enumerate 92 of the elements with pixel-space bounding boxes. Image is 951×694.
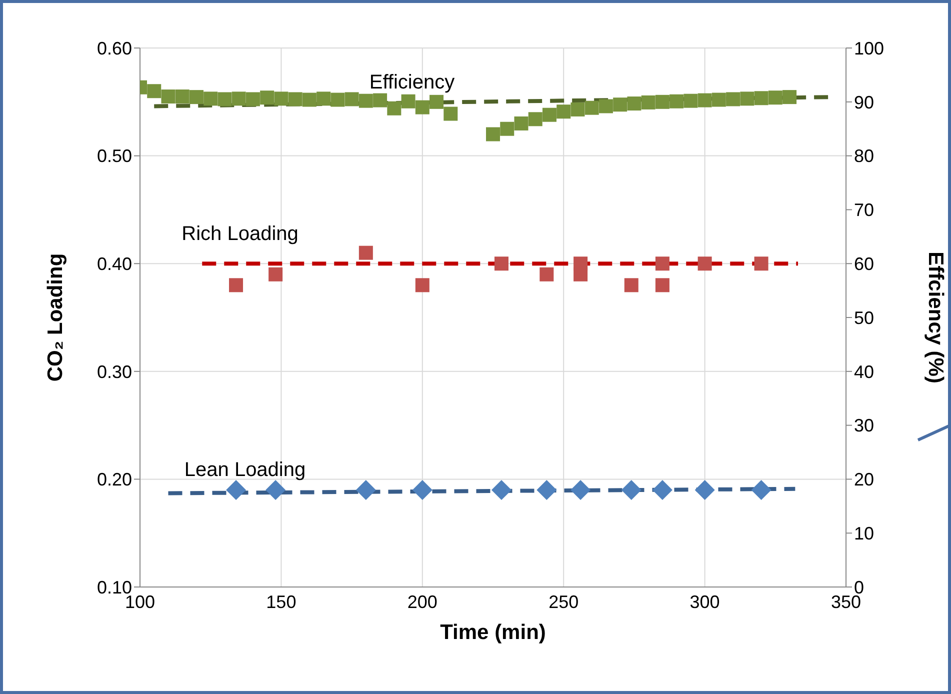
point: [288, 92, 302, 106]
point: [444, 106, 458, 121]
point: [491, 480, 512, 500]
point: [621, 480, 642, 500]
point: [768, 90, 782, 105]
y2-axis-title: Effciency (%): [924, 252, 947, 384]
x-tick-label: 250: [548, 592, 579, 612]
point: [387, 101, 402, 116]
point: [536, 480, 557, 500]
point: [652, 480, 672, 500]
x-axis-title: Time (min): [440, 621, 546, 644]
point: [500, 122, 514, 136]
point: [415, 100, 430, 114]
y-tick-label: 0.40: [96, 254, 132, 274]
y-tick-label: 0.60: [96, 38, 132, 58]
point: [712, 92, 726, 107]
point: [754, 256, 768, 271]
point: [655, 256, 670, 271]
point: [268, 267, 283, 282]
y2-tick-label: 50: [854, 308, 874, 328]
y2-tick-label: 90: [854, 92, 874, 112]
point: [574, 267, 588, 282]
point: [754, 91, 768, 106]
point: [358, 94, 373, 108]
point: [627, 96, 642, 111]
y2-tick-label: 20: [854, 470, 874, 490]
point: [226, 480, 246, 500]
point: [782, 90, 797, 104]
point: [401, 94, 416, 108]
point: [542, 108, 556, 122]
point: [684, 94, 698, 108]
y2-tick-label: 80: [854, 146, 874, 166]
point: [358, 246, 373, 260]
point: [570, 102, 585, 116]
point: [598, 99, 613, 114]
point: [260, 90, 274, 105]
point: [204, 92, 218, 106]
point: [316, 92, 331, 106]
point: [147, 84, 162, 98]
point: [494, 256, 508, 271]
point: [486, 127, 500, 142]
point: [218, 92, 232, 106]
y-tick-label: 0.30: [96, 362, 132, 382]
point: [726, 92, 740, 106]
y-tick-label: 0.50: [96, 146, 132, 166]
point: [274, 92, 288, 106]
point: [330, 92, 345, 107]
point: [694, 480, 715, 500]
y-axis-title: CO₂ Loading: [44, 253, 67, 382]
point: [412, 480, 432, 500]
x-tick-label: 150: [266, 592, 296, 612]
y2-tick-label: 40: [854, 362, 874, 382]
point: [161, 90, 176, 104]
point: [356, 480, 376, 500]
point: [655, 94, 670, 109]
x-tick-label: 300: [690, 592, 720, 612]
series-label: Lean Loading: [184, 458, 306, 481]
point: [698, 256, 712, 271]
point: [655, 278, 670, 292]
point: [528, 112, 542, 126]
point: [344, 92, 359, 106]
point: [641, 95, 656, 110]
y2-tick-label: 60: [854, 254, 874, 274]
point: [229, 278, 244, 292]
point: [540, 267, 554, 282]
series-label: Rich Loading: [182, 223, 298, 246]
point: [430, 94, 444, 109]
point: [266, 480, 286, 500]
series-label: Efficiency: [369, 71, 455, 94]
point: [624, 278, 638, 292]
point: [302, 92, 316, 107]
point: [232, 92, 246, 106]
point: [514, 116, 528, 130]
y2-tick-label: 70: [854, 200, 874, 220]
y2-tick-label: 100: [854, 38, 884, 58]
y-tick-label: 0.20: [96, 470, 132, 490]
point: [556, 104, 571, 119]
point: [740, 92, 754, 106]
point: [698, 93, 712, 108]
y2-tick-label: 30: [854, 416, 874, 436]
y2-tick-label: 10: [854, 523, 874, 544]
point: [751, 480, 772, 500]
point: [189, 90, 204, 104]
x-tick-label: 200: [407, 592, 438, 612]
point: [415, 278, 430, 292]
point: [373, 93, 388, 108]
point: [670, 94, 684, 108]
point: [570, 480, 591, 500]
point: [584, 100, 599, 115]
point: [613, 98, 628, 112]
point: [175, 90, 190, 104]
point: [246, 92, 260, 106]
